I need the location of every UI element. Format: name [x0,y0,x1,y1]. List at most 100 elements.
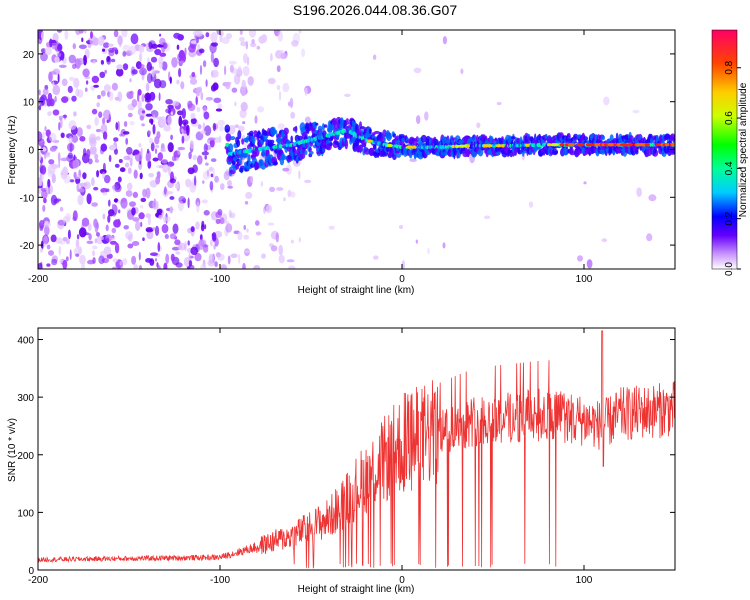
ridge-hot [386,143,393,148]
noise-blob [103,246,112,255]
noise-blob [117,91,123,102]
noise-blob [103,42,110,48]
noise-blob [186,124,190,136]
snr-panel: -200 -100 0 100 0 100 200 300 400 Height of stra… [7,327,676,595]
noise-blob [245,191,253,199]
noise-blob [288,265,296,269]
noise-blob [344,93,351,98]
noise-blob [86,124,92,130]
noise-blob [142,237,145,241]
noise-blob [219,32,223,43]
ridge-blob [501,136,504,141]
noise-blob [44,46,52,56]
noise-blob [178,200,184,212]
noise-blob [218,135,222,143]
noise-blob [57,30,62,33]
noise-blob [196,201,200,213]
noise-blob [119,133,123,137]
noise-blob [106,119,110,124]
noise-blob [169,196,175,200]
ridge-hot [455,144,460,148]
noise-blob [69,179,75,183]
noise-blob [187,100,193,109]
ridge-blob [345,121,350,125]
noise-blob [215,218,221,225]
noise-blob [223,171,230,181]
noise-blob [201,151,209,156]
noise-blob [137,92,140,102]
noise-blob [213,97,222,104]
noise-blob [96,102,100,108]
noise-blob [138,44,145,53]
noise-blob [250,42,257,48]
noise-blob [43,197,47,204]
ridge-hot [559,143,565,147]
noise-blob [577,255,583,262]
noise-blob [256,45,261,50]
noise-blob [147,160,152,169]
noise-blob [146,42,149,51]
noise-blob [129,157,133,167]
noise-blob [139,115,145,121]
noise-blob [150,56,158,63]
noise-blob [177,245,183,250]
noise-blob [190,246,198,256]
noise-blob [79,254,86,265]
noise-blob [145,113,153,117]
noise-blob [108,43,114,47]
noise-blob [201,199,208,204]
noise-blob [96,232,100,237]
noise-blob [119,43,122,48]
y-tick-label: 400 [17,336,34,347]
noise-blob [103,84,111,92]
noise-blob [103,109,111,120]
noise-blob [267,77,276,85]
noise-blob [68,120,77,131]
noise-blob [224,65,227,76]
noise-blob [91,108,98,115]
noise-blob [113,30,119,38]
x-tick-label: 0 [399,274,405,285]
noise-blob [290,239,294,244]
ridge-blob [376,153,380,158]
noise-blob [148,130,152,135]
noise-blob [38,89,41,96]
noise-blob [198,239,205,251]
noise-blob [67,152,73,159]
ridge-blob [304,150,308,156]
noise-blob [188,44,196,53]
noise-blob [108,154,112,162]
noise-blob [254,115,258,124]
noise-blob [41,164,46,175]
noise-blob [146,230,154,240]
noise-blob [47,178,51,188]
noise-blob [298,237,301,243]
noise-blob [100,143,108,152]
noise-blob [202,60,207,68]
noise-blob [131,255,137,265]
noise-blob [152,124,156,135]
noise-blob [40,247,43,253]
noise-blob [167,115,173,126]
ridge-blob [227,161,232,165]
noise-blob [154,48,162,56]
noise-blob [88,233,92,241]
noise-blob [106,253,113,259]
ridge-core [341,129,345,134]
noise-blob [157,265,161,269]
noise-blob [138,212,145,220]
noise-blob [45,152,51,156]
noise-blob [270,245,278,252]
noise-blob [460,68,464,75]
noise-blob [73,77,80,88]
ridge-blob [266,163,274,167]
y-tick-label: 0 [28,146,34,157]
noise-blob [138,63,145,69]
noise-blob [196,107,201,113]
noise-blob [138,251,141,261]
noise-blob [58,241,66,245]
noise-blob [105,224,109,232]
noise-blob [58,245,61,256]
y-tick-label: 200 [17,451,34,462]
